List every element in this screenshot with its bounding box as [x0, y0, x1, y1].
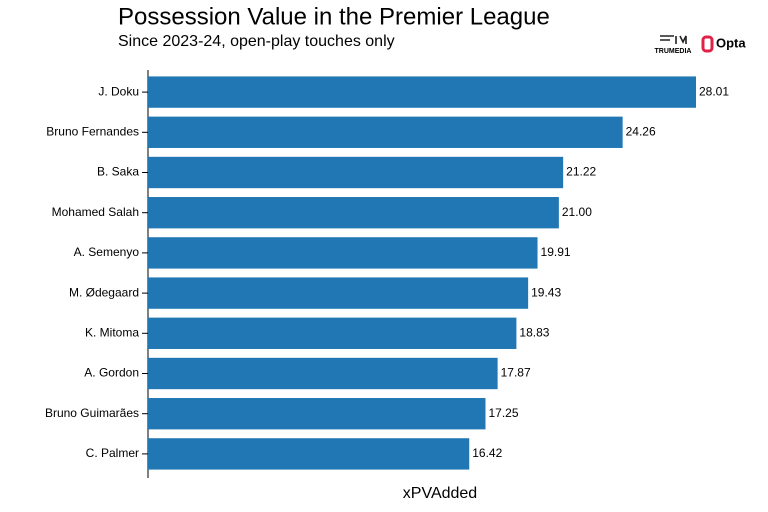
value-label: 17.87	[501, 366, 531, 380]
value-label: 21.22	[566, 165, 596, 179]
y-tick-label: Mohamed Salah	[52, 205, 139, 219]
y-tick-label: B. Saka	[97, 165, 139, 179]
y-tick-label: Bruno Guimarães	[45, 406, 139, 420]
y-tick-label: M. Ødegaard	[69, 285, 139, 299]
y-tick-label: J. Doku	[98, 84, 139, 98]
logo-text: Opta	[716, 35, 746, 50]
y-tick-label: C. Palmer	[86, 446, 139, 460]
bar	[148, 237, 538, 269]
bar	[148, 197, 559, 229]
trumedia-logo: TRUMEDIA	[655, 35, 692, 55]
chart-title: Possession Value in the Premier League	[118, 3, 550, 30]
bar	[148, 317, 517, 349]
y-tick-label: K. Mitoma	[85, 325, 139, 339]
y-tick-label: Bruno Fernandes	[46, 124, 139, 138]
y-tick-label: A. Gordon	[84, 366, 139, 380]
value-label: 28.01	[699, 84, 729, 98]
bar	[148, 116, 623, 148]
logo-text: TRUMEDIA	[655, 48, 692, 55]
bar	[148, 398, 486, 430]
bar	[148, 438, 470, 470]
value-label: 19.43	[531, 285, 561, 299]
bar	[148, 156, 564, 189]
value-label: 18.83	[519, 325, 549, 339]
bar	[148, 277, 529, 309]
value-label: 21.00	[562, 205, 592, 219]
value-label: 17.25	[488, 406, 518, 420]
bar	[148, 76, 696, 108]
logo-icon	[660, 35, 687, 44]
value-label: 24.26	[626, 124, 656, 138]
bar	[148, 357, 498, 390]
value-label: 16.42	[472, 446, 502, 460]
chart-subtitle: Since 2023-24, open-play touches only	[118, 33, 395, 50]
x-axis-label: xPVAdded	[403, 485, 477, 502]
value-label: 19.91	[541, 245, 571, 259]
y-tick-label: A. Semenyo	[74, 245, 140, 259]
opta-logo: Opta	[701, 35, 746, 53]
logo-icon	[701, 35, 714, 53]
